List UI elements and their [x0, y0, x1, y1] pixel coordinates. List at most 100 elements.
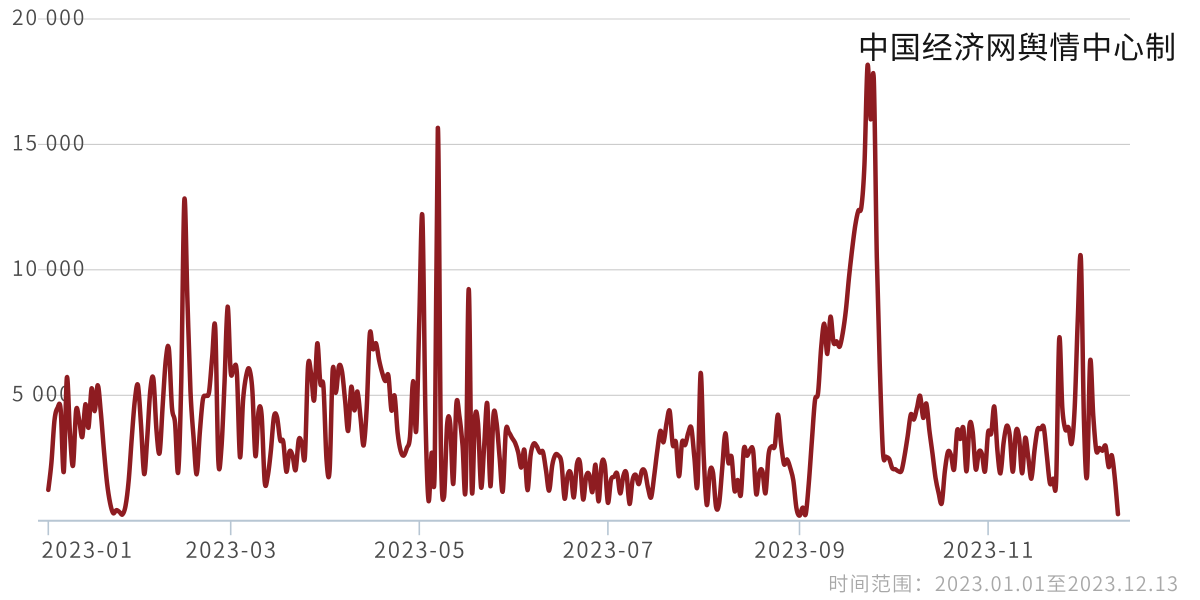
glyph — [820, 541, 830, 559]
x-axis — [38, 519, 1130, 559]
glyph — [60, 134, 70, 151]
glyph — [957, 541, 968, 559]
glyph — [991, 576, 1001, 592]
glyph — [107, 541, 118, 559]
glyph — [1022, 576, 1032, 592]
glyph — [73, 134, 84, 151]
glyph — [796, 541, 807, 559]
glyph — [33, 385, 43, 402]
glyph — [264, 541, 275, 559]
glyph — [943, 541, 954, 558]
glyph — [972, 576, 982, 592]
x-tick-label — [186, 541, 275, 559]
glyph — [97, 550, 104, 553]
glyph — [769, 541, 780, 559]
glyph — [200, 541, 211, 559]
y-tick-label — [13, 134, 84, 151]
glyph — [46, 134, 57, 151]
glyph — [26, 9, 37, 26]
glyph — [1105, 576, 1115, 592]
gridlines — [38, 18, 1130, 396]
glyph — [1149, 588, 1152, 592]
glyph — [374, 541, 385, 558]
glyph — [60, 9, 70, 26]
x-tick-label — [374, 541, 464, 559]
glyph — [1136, 576, 1146, 591]
glyph — [628, 541, 639, 559]
glyph — [1167, 576, 1177, 592]
glyph — [892, 33, 919, 61]
glyph — [416, 541, 427, 559]
glyph — [46, 260, 57, 277]
glyph — [121, 541, 131, 558]
glyph — [1114, 33, 1144, 61]
glyph — [12, 385, 23, 402]
glyph — [439, 541, 450, 559]
glyph — [26, 135, 36, 151]
glyph — [1009, 541, 1019, 558]
glyph — [388, 541, 399, 559]
glyph — [83, 541, 94, 559]
glyph — [999, 550, 1005, 553]
glyph — [755, 541, 766, 558]
glyph — [453, 541, 464, 559]
glyph — [213, 541, 225, 558]
glyph — [872, 574, 891, 593]
glyph — [42, 541, 53, 558]
glyph — [186, 541, 197, 558]
y-tick-label — [13, 260, 84, 277]
glyph — [960, 576, 970, 591]
time-range-note — [829, 574, 1177, 593]
glyph — [402, 541, 413, 558]
glyph — [642, 541, 653, 558]
glyph — [46, 385, 57, 402]
glyph — [1016, 588, 1020, 592]
glyph — [1047, 575, 1066, 592]
glyph — [935, 576, 945, 591]
glyph — [782, 541, 793, 558]
glyph — [917, 578, 920, 592]
glyph — [60, 260, 70, 277]
glyph — [1156, 576, 1165, 591]
glyph — [430, 550, 436, 553]
glyph — [70, 541, 81, 558]
glyph — [13, 135, 23, 151]
glyph — [12, 9, 23, 25]
glyph — [1125, 576, 1134, 591]
glyph — [251, 541, 262, 559]
glyph — [1068, 576, 1078, 591]
glyph — [563, 541, 574, 558]
glyph — [1118, 588, 1121, 592]
glyph — [829, 574, 848, 593]
x-tick-label — [755, 541, 844, 559]
glyph — [893, 575, 911, 593]
glyph — [73, 9, 84, 26]
glyph — [1146, 32, 1174, 61]
glyph — [1084, 32, 1110, 61]
y-axis-labels — [12, 9, 84, 402]
glyph — [227, 541, 238, 559]
glyph — [1093, 576, 1103, 591]
glyph — [1050, 32, 1079, 61]
x-axis-labels — [42, 541, 1032, 559]
glyph — [604, 541, 615, 559]
glyph — [985, 541, 996, 559]
chart-title — [860, 32, 1174, 61]
glyph — [988, 34, 1014, 61]
y-tick-label — [12, 9, 84, 26]
glyph — [860, 32, 886, 61]
series-line — [46, 62, 1121, 518]
glyph — [56, 541, 67, 559]
glyph — [1035, 576, 1044, 591]
glyph — [922, 32, 952, 61]
glyph — [591, 541, 602, 558]
glyph — [1023, 541, 1032, 558]
glyph — [1004, 576, 1013, 591]
glyph — [851, 574, 868, 593]
glyph — [1018, 32, 1048, 61]
glyph — [618, 550, 625, 553]
glyph — [833, 541, 844, 559]
glyph — [948, 576, 958, 592]
